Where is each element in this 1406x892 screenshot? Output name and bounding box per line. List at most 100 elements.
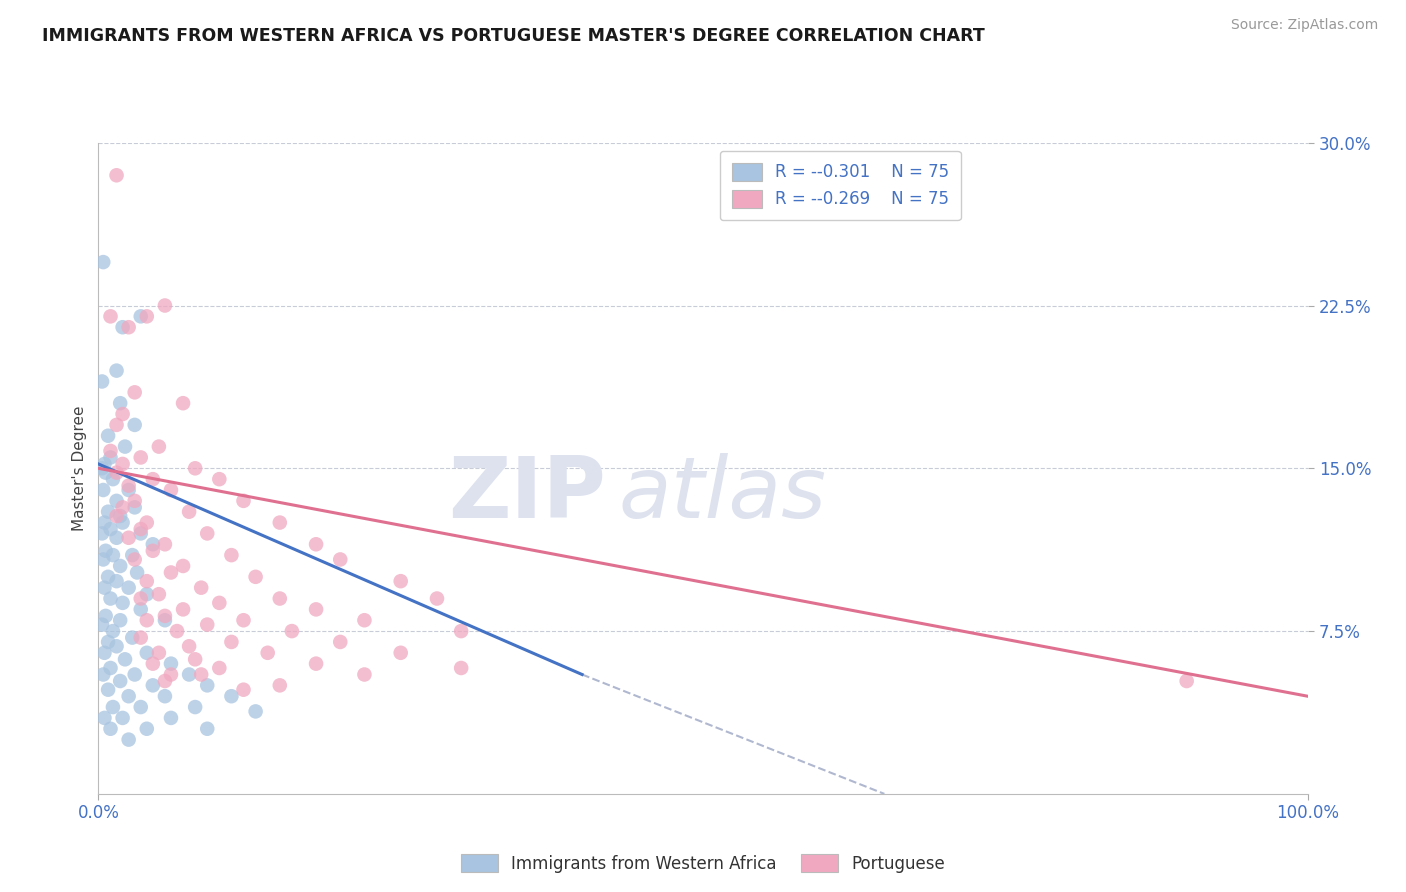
Point (108, 396, 131, 410)
Point (450, 661, 472, 675)
Point (94, 466, 117, 480)
Point (184, 461, 207, 475)
Point (305, 537, 328, 551)
Point (105, 494, 128, 508)
Point (129, 310, 152, 324)
Point (135, 646, 157, 660)
Point (135, 587, 157, 601)
Point (208, 472, 231, 486)
Point (127, 566, 149, 580)
Point (129, 450, 152, 465)
Point (232, 494, 254, 508)
Point (135, 310, 157, 324)
Point (91, 552, 114, 566)
Point (97, 429, 120, 443)
Point (97, 682, 120, 697)
Point (153, 298, 176, 313)
Point (172, 558, 194, 574)
Point (221, 689, 243, 703)
Point (114, 652, 136, 666)
Point (142, 543, 165, 558)
Point (124, 552, 146, 566)
Point (94, 543, 117, 558)
Point (97, 505, 120, 519)
Point (93, 711, 115, 725)
Point (111, 500, 134, 515)
Point (232, 682, 254, 697)
Point (160, 711, 183, 725)
Point (172, 602, 194, 616)
Point (195, 678, 218, 692)
Point (108, 613, 131, 627)
Point (269, 516, 291, 530)
Point (105, 364, 128, 378)
Point (124, 667, 146, 681)
Point (195, 617, 218, 632)
Point (190, 667, 212, 681)
Point (108, 509, 131, 524)
Point (108, 673, 131, 688)
Point (184, 700, 207, 714)
Point (269, 678, 291, 692)
Point (118, 581, 141, 595)
Point (179, 640, 201, 654)
Text: Source: ZipAtlas.com: Source: ZipAtlas.com (1230, 18, 1378, 32)
Point (129, 602, 152, 616)
Text: ZIP: ZIP (449, 453, 606, 536)
Point (91, 375, 114, 389)
Point (118, 732, 141, 747)
Point (105, 531, 128, 545)
Point (100, 522, 122, 536)
Point (121, 631, 143, 645)
Point (118, 531, 141, 545)
Point (101, 548, 124, 562)
Point (329, 552, 352, 566)
Point (105, 417, 128, 432)
Point (124, 500, 146, 515)
Point (245, 705, 267, 719)
Point (129, 700, 152, 714)
Point (148, 587, 170, 601)
Point (153, 673, 176, 688)
Point (135, 613, 157, 627)
Point (111, 457, 134, 471)
Point (91, 255, 114, 269)
Point (93, 581, 115, 595)
Point (135, 516, 157, 530)
Point (179, 505, 201, 519)
Point (160, 667, 183, 681)
Point (105, 640, 128, 654)
Point (100, 444, 122, 458)
Point (153, 608, 176, 623)
Point (129, 591, 152, 606)
Point (153, 613, 176, 627)
Point (221, 548, 243, 562)
Point (111, 516, 134, 530)
Point (142, 472, 165, 486)
Point (129, 522, 152, 536)
Point (281, 624, 304, 639)
Point (91, 483, 114, 497)
Point (135, 574, 157, 589)
Point (208, 661, 231, 675)
Point (179, 667, 201, 681)
Point (111, 711, 134, 725)
Y-axis label: Master's Degree: Master's Degree (72, 406, 87, 531)
Point (269, 591, 291, 606)
Point (142, 537, 165, 551)
Point (94, 608, 117, 623)
Point (129, 631, 152, 645)
Point (195, 526, 218, 541)
Point (389, 574, 412, 589)
Point (111, 320, 134, 334)
Point (195, 722, 218, 736)
Point (100, 722, 122, 736)
Point (426, 591, 449, 606)
Point (105, 168, 128, 183)
Point (124, 417, 146, 432)
Point (100, 591, 122, 606)
Point (184, 652, 207, 666)
Point (142, 678, 165, 692)
Point (101, 472, 124, 486)
Text: atlas: atlas (619, 453, 827, 536)
